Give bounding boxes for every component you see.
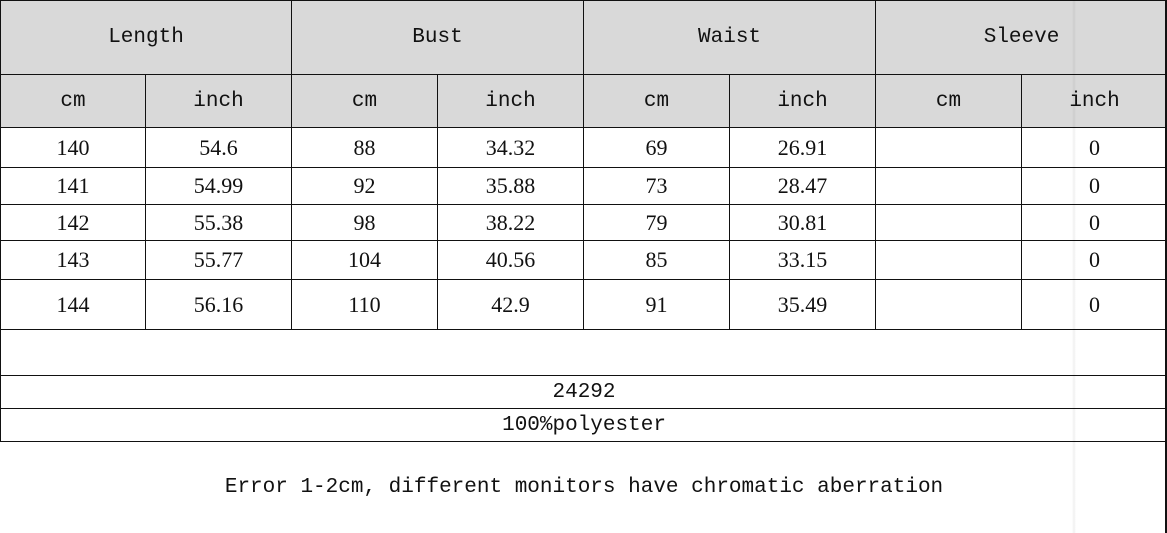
table-cell: 38.22	[436, 204, 585, 241]
item-code: 24292	[0, 375, 1167, 409]
table-cell: 42.9	[436, 279, 585, 330]
table-cell: 54.6	[145, 127, 292, 168]
table-row: 141 54.99 92 35.88 73 28.47 0	[0, 167, 1167, 205]
table-cell: 144	[0, 279, 146, 330]
note-row: Error 1-2cm, different monitors have chr…	[0, 441, 1167, 532]
table-cell: 35.49	[729, 279, 877, 330]
table-cell: 56.16	[145, 279, 292, 330]
header-bust: Bust	[290, 0, 585, 75]
table-cell: 73	[583, 167, 731, 205]
material-row: 100%polyester	[0, 408, 1167, 442]
subheader-cm: cm	[875, 74, 1023, 128]
table-cell: 30.81	[729, 204, 877, 241]
table-cell: 85	[583, 240, 731, 280]
table-cell: 140	[0, 127, 146, 168]
header-row: Length Bust Waist Sleeve	[0, 0, 1167, 75]
table-cell: 40.56	[436, 240, 585, 280]
table-cell: 69	[583, 127, 731, 168]
blank-row	[0, 329, 1167, 376]
table-cell: 79	[583, 204, 731, 241]
table-cell: 0	[1021, 127, 1167, 168]
table-cell: 91	[583, 279, 731, 330]
table-row: 142 55.38 98 38.22 79 30.81 0	[0, 204, 1167, 241]
subheader-inch: inch	[729, 74, 877, 128]
table-cell: 143	[0, 240, 146, 280]
table-cell: 55.38	[145, 204, 292, 241]
table-cell: 110	[291, 279, 438, 330]
table-row: 144 56.16 110 42.9 91 35.49 0	[0, 279, 1167, 330]
header-sleeve: Sleeve	[875, 0, 1167, 75]
table-cell: 55.77	[145, 240, 292, 280]
table-cell	[875, 127, 1023, 168]
subheader-cm: cm	[583, 74, 731, 128]
table-row: 143 55.77 104 40.56 85 33.15 0	[0, 240, 1167, 280]
material: 100%polyester	[0, 408, 1167, 442]
table-cell: 0	[1021, 204, 1167, 241]
subheader-inch: inch	[1021, 74, 1167, 128]
blank-cell	[0, 329, 1167, 376]
subheader-cm: cm	[0, 74, 146, 128]
table-cell: 98	[291, 204, 438, 241]
table-cell: 141	[0, 167, 146, 205]
table-cell: 142	[0, 204, 146, 241]
table-row: 140 54.6 88 34.32 69 26.91 0	[0, 127, 1167, 168]
subheader-cm: cm	[291, 74, 438, 128]
table-cell	[875, 240, 1023, 280]
table-cell: 0	[1021, 240, 1167, 280]
subheader-row: cm inch cm inch cm inch cm inch	[0, 74, 1167, 128]
subheader-inch: inch	[145, 74, 292, 128]
table-cell: 33.15	[729, 240, 877, 280]
header-waist: Waist	[583, 0, 877, 75]
table-cell: 92	[291, 167, 438, 205]
item-code-row: 24292	[0, 375, 1167, 409]
table-cell	[875, 167, 1023, 205]
table-cell: 0	[1021, 279, 1167, 330]
table-cell: 34.32	[436, 127, 585, 168]
table-cell	[875, 279, 1023, 330]
table-cell: 54.99	[145, 167, 292, 205]
table-cell: 26.91	[729, 127, 877, 168]
table-cell: 104	[291, 240, 438, 280]
table-cell: 88	[291, 127, 438, 168]
error-note: Error 1-2cm, different monitors have chr…	[0, 441, 1167, 532]
header-length: Length	[0, 0, 292, 75]
table-cell: 35.88	[436, 167, 585, 205]
right-border	[1165, 0, 1167, 533]
subheader-inch: inch	[436, 74, 585, 128]
table-cell	[875, 204, 1023, 241]
table-cell: 28.47	[729, 167, 877, 205]
table-cell: 0	[1021, 167, 1167, 205]
